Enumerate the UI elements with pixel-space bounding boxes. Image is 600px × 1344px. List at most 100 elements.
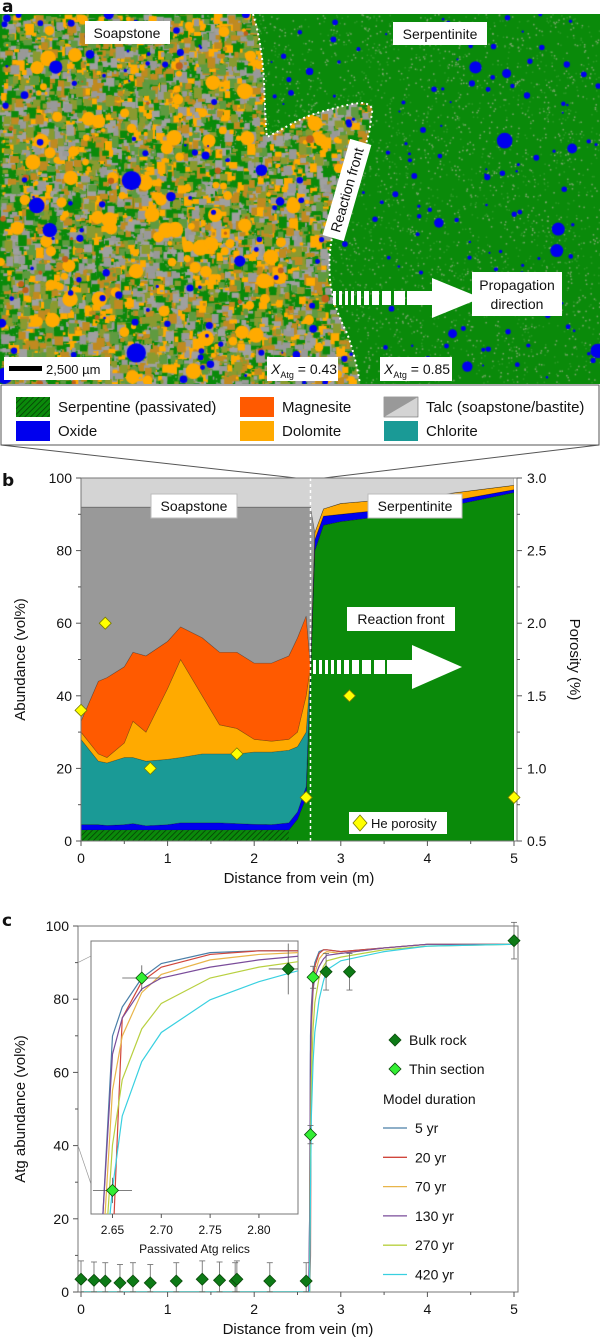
arrow-shaft — [407, 291, 432, 305]
legend-label: Serpentine (passivated) — [58, 399, 216, 416]
bulk-rock-point — [212, 1273, 227, 1287]
y2-tick-label: 1.0 — [527, 760, 547, 776]
svg-text:XAtg = 0.85: XAtg = 0.85 — [383, 361, 450, 380]
legend-model-label: 270 yr — [415, 1237, 454, 1253]
legend-label: Magnesite — [282, 399, 351, 416]
arrow-head — [412, 645, 462, 689]
arrow-stripe — [333, 291, 336, 305]
y-tick-label: 100 — [49, 470, 73, 486]
serpentinite-annotation: Serpentinite — [367, 493, 463, 519]
svg-text:Soapstone: Soapstone — [161, 498, 228, 514]
x-tick-label: 1 — [164, 850, 172, 866]
bulk-rock-point — [98, 1274, 112, 1288]
y-tick-label: 60 — [56, 615, 72, 631]
soapstone-label: Soapstone — [85, 21, 170, 44]
legend-label: Dolomite — [282, 423, 341, 440]
inset-model-curve-130-yr — [102, 955, 298, 1214]
propagation-direction-label: Propagation direction — [472, 272, 562, 316]
inset-x-tick-label: 2.65 — [101, 1223, 125, 1237]
panel-c-legend: Bulk rock Thin section Model duration 5 yr 2… — [383, 1032, 484, 1283]
arrow-stripe — [339, 291, 342, 305]
legend-model-label: 20 yr — [415, 1149, 446, 1165]
x-tick-label: 4 — [424, 1301, 432, 1317]
bulk-rock-point — [299, 1274, 313, 1288]
panel-c-chart: 0 1 2 3 4 5 0 20 40 60 80 100 Distance from vein (m)… — [12, 918, 521, 1338]
legend-item: Oxide — [16, 421, 97, 441]
legend-bulk-rock-marker — [388, 1033, 402, 1047]
y-tick-label: 20 — [53, 1211, 69, 1227]
inset-x-tick-label: 2.75 — [198, 1223, 222, 1237]
svg-text:Propagation: Propagation — [479, 277, 555, 293]
legend-thin-section-marker — [388, 1062, 402, 1076]
legend-model-label: 70 yr — [415, 1179, 446, 1195]
arrow-stripe — [362, 660, 371, 674]
inset-model-curve-5-yr — [102, 950, 298, 1214]
y2-tick-label: 2.0 — [527, 615, 547, 631]
y-tick-label: 0 — [61, 1284, 69, 1300]
microscope-phase-map — [0, 14, 600, 384]
arrow-stripe — [345, 291, 348, 305]
model-curve-270-yr — [81, 943, 515, 1292]
arrow-head — [432, 278, 481, 318]
legend-bulk-rock-label: Bulk rock — [409, 1032, 468, 1048]
inset-frame — [90, 940, 299, 1215]
legend-thin-section-label: Thin section — [409, 1061, 484, 1077]
inset-model-curve-420-yr — [109, 970, 298, 1214]
inset-thin-section-point — [105, 1183, 120, 1197]
arrow-stripe — [337, 660, 341, 674]
inset-model-curve-70-yr — [104, 952, 298, 1214]
x-axis-title: Distance from vein (m) — [224, 870, 375, 887]
reaction-front-annotation: Reaction front — [347, 607, 455, 631]
bulk-rock-point — [169, 1274, 183, 1288]
panel-a-letter: a — [2, 0, 13, 17]
soapstone-annotation: Soapstone — [150, 493, 238, 519]
arrow-stripe — [331, 660, 334, 674]
arrow-stripe — [319, 660, 322, 674]
y-tick-label: 80 — [56, 543, 72, 559]
bulk-rock-point — [87, 1273, 101, 1287]
legend-label: Talc (soapstone/bastite) — [426, 399, 584, 416]
svg-text:Reaction front: Reaction front — [357, 611, 444, 627]
legend-item: Magnesite — [240, 397, 351, 417]
y2-tick-label: 1.5 — [527, 688, 547, 704]
panel-b-letter: b — [2, 471, 14, 491]
inset-bulk-rock-point — [281, 962, 295, 976]
inset-model-curve-20-yr — [113, 950, 298, 1214]
reaction-front-boundary — [252, 13, 374, 385]
x-tick-label: 0 — [77, 850, 85, 866]
swatch — [384, 421, 418, 441]
propagation-arrow-b — [313, 645, 462, 689]
mineral-legend: Serpentine (passivated) Magnesite Talc (so… — [0, 384, 600, 479]
area-serpentine-passivated — [81, 830, 289, 841]
bulk-rock-point — [74, 1272, 88, 1286]
inset-model-curve-270-yr — [107, 961, 298, 1214]
y2-tick-label: 3.0 — [527, 470, 547, 486]
he-porosity-point — [299, 790, 313, 805]
y2-axis-title: Porosity (%) — [566, 619, 583, 701]
swatch-serpentine-passivated — [16, 397, 50, 417]
arrow-stripe — [313, 660, 316, 674]
legend-model-duration-title: Model duration — [383, 1091, 476, 1107]
x-axis-title: Distance from vein (m) — [223, 1321, 374, 1338]
svg-text:XAtg = 0.43: XAtg = 0.43 — [270, 361, 337, 380]
propagation-arrow-a — [333, 278, 481, 318]
he-porosity-point — [342, 689, 357, 703]
svg-text:2,500 µm: 2,500 µm — [46, 362, 100, 377]
x-tick-label: 5 — [510, 850, 518, 866]
y-axis-title: Abundance (vol%) — [12, 598, 29, 721]
legend-label: Oxide — [58, 423, 97, 440]
scale-bar: 2,500 µm — [4, 357, 110, 380]
swatch — [240, 397, 274, 417]
arrow-stripe — [372, 291, 379, 305]
swatch — [16, 421, 50, 441]
inset-connector — [77, 955, 92, 963]
y-tick-label: 60 — [53, 1064, 69, 1080]
inset-connector — [77, 1145, 92, 1185]
legend-item: Serpentine (passivated) — [16, 397, 216, 417]
y-tick-label: 80 — [53, 991, 69, 1007]
legend-model-label: 420 yr — [415, 1267, 454, 1283]
inset-thin-section-point — [135, 971, 149, 985]
bulk-rock-point — [319, 965, 333, 979]
he-porosity-point — [98, 616, 112, 630]
panel-b-chart: 0 1 2 3 4 5 0 20 40 60 80 100 Distance from vein (m)… — [12, 470, 583, 887]
